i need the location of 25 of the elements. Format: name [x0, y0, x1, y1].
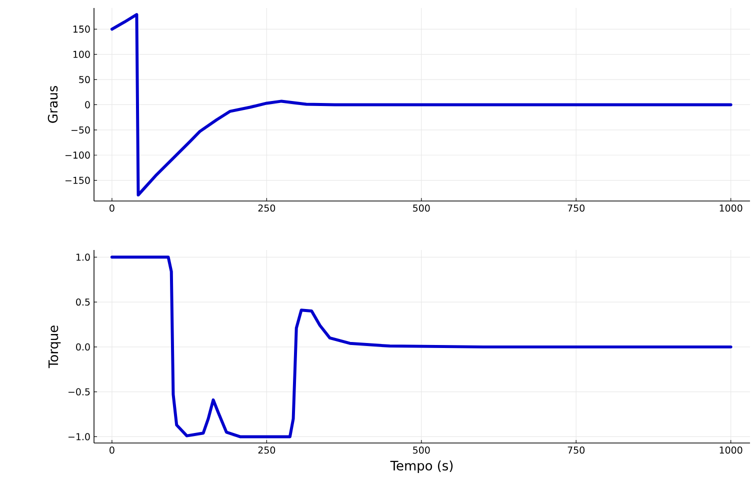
- x-tick-label: 1000: [720, 204, 742, 212]
- y-tick-label: 100: [73, 50, 90, 58]
- y-tick-label: 0: [85, 101, 90, 108]
- y-tick-label: −100: [65, 152, 90, 159]
- x-tick-label: 0: [110, 446, 114, 454]
- x-tick-label: 500: [413, 446, 430, 454]
- x-tick-label: 750: [568, 204, 585, 212]
- y-tick-label: 0.0: [76, 343, 90, 351]
- x-tick-label: 750: [568, 446, 585, 454]
- x-tick-label: 1000: [720, 446, 742, 454]
- x-axis-title: Tempo (s): [390, 460, 453, 474]
- y-tick-label: −1.0: [68, 433, 90, 440]
- x-tick-label: 250: [258, 446, 276, 454]
- y-tick-label: −50: [72, 126, 90, 134]
- y-tick-label: −0.5: [68, 388, 90, 396]
- x-tick-label: 250: [258, 204, 276, 212]
- y-axis-title: Graus: [48, 86, 58, 123]
- x-tick-label: 500: [413, 204, 430, 212]
- y-tick-label: 1.0: [76, 254, 90, 261]
- y-tick-label: −150: [65, 176, 90, 184]
- y-tick-label: 0.5: [76, 298, 90, 306]
- y-axis-title: Torque: [48, 326, 61, 368]
- x-tick-label: 0: [110, 204, 114, 212]
- y-tick-label: 150: [73, 26, 90, 33]
- y-tick-label: 50: [79, 76, 90, 84]
